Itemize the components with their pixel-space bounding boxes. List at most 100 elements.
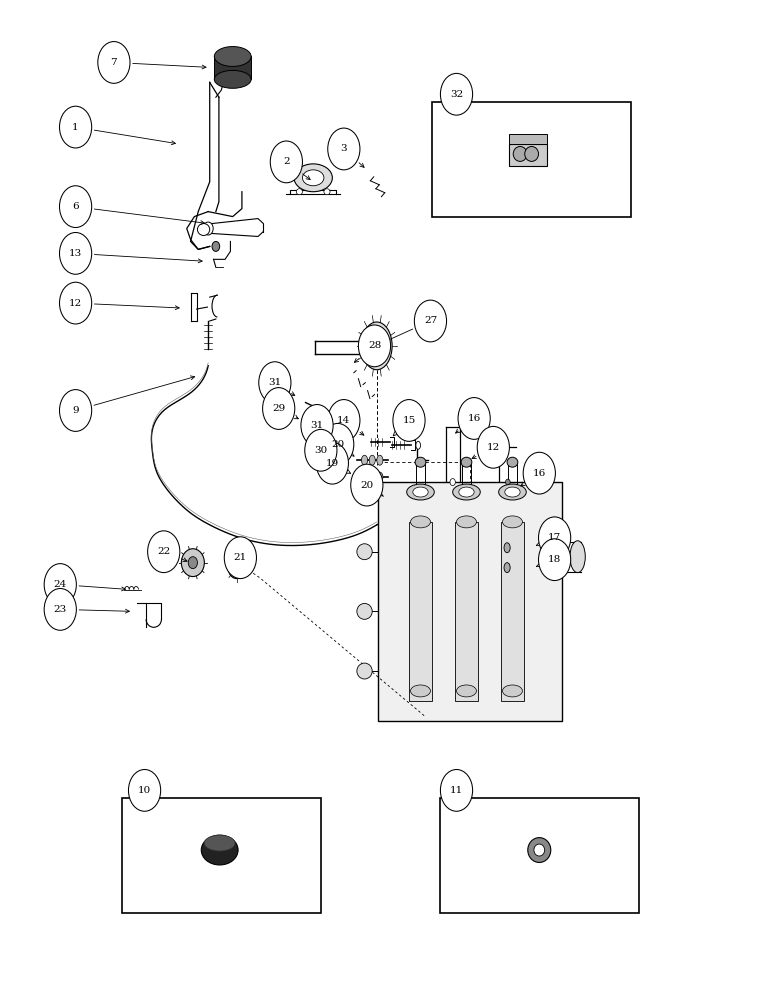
Text: 31: 31 — [310, 421, 323, 430]
Circle shape — [539, 517, 571, 559]
Text: 29: 29 — [272, 404, 286, 413]
Circle shape — [305, 429, 337, 471]
Text: 16: 16 — [468, 414, 481, 423]
Text: 28: 28 — [368, 341, 381, 350]
Ellipse shape — [407, 484, 435, 500]
Circle shape — [393, 400, 425, 441]
Text: 32: 32 — [450, 90, 463, 99]
Ellipse shape — [377, 455, 383, 465]
Circle shape — [225, 537, 256, 579]
Ellipse shape — [506, 479, 510, 485]
Text: 21: 21 — [234, 553, 247, 562]
Bar — [432, 102, 631, 217]
Ellipse shape — [324, 189, 330, 195]
Circle shape — [317, 442, 348, 484]
Text: 15: 15 — [402, 416, 415, 425]
Ellipse shape — [413, 487, 428, 497]
Ellipse shape — [505, 487, 520, 497]
Ellipse shape — [459, 487, 474, 497]
Ellipse shape — [361, 322, 392, 370]
Text: 14: 14 — [337, 416, 350, 425]
Ellipse shape — [534, 844, 545, 856]
Ellipse shape — [233, 564, 239, 572]
Ellipse shape — [335, 452, 340, 458]
Circle shape — [262, 388, 295, 429]
Ellipse shape — [499, 484, 527, 500]
Bar — [378, 482, 562, 721]
Ellipse shape — [416, 441, 421, 449]
Circle shape — [171, 559, 174, 563]
Ellipse shape — [411, 685, 431, 697]
Ellipse shape — [361, 472, 367, 482]
Circle shape — [259, 362, 291, 404]
Text: 22: 22 — [157, 547, 171, 556]
Ellipse shape — [528, 838, 550, 862]
Text: 19: 19 — [326, 459, 339, 468]
Ellipse shape — [357, 603, 372, 619]
Ellipse shape — [181, 549, 205, 577]
Ellipse shape — [513, 146, 527, 161]
Bar — [439, 798, 639, 913]
Text: 3: 3 — [340, 144, 347, 153]
Text: 16: 16 — [533, 469, 546, 478]
Circle shape — [44, 564, 76, 605]
Ellipse shape — [228, 557, 245, 579]
Ellipse shape — [198, 224, 210, 235]
Text: 20: 20 — [361, 481, 374, 490]
Circle shape — [328, 128, 360, 170]
Text: 10: 10 — [138, 786, 151, 795]
Ellipse shape — [361, 455, 367, 465]
Text: 12: 12 — [69, 299, 82, 308]
Ellipse shape — [212, 241, 220, 251]
Text: 1: 1 — [73, 123, 79, 132]
Circle shape — [440, 769, 472, 811]
Text: 24: 24 — [53, 580, 67, 589]
Circle shape — [477, 426, 510, 468]
Ellipse shape — [205, 835, 235, 851]
Text: 17: 17 — [548, 533, 561, 542]
Ellipse shape — [294, 164, 333, 192]
Ellipse shape — [188, 557, 198, 569]
Ellipse shape — [337, 422, 341, 427]
Circle shape — [147, 531, 180, 573]
Ellipse shape — [369, 472, 375, 482]
Text: 18: 18 — [548, 555, 561, 564]
Circle shape — [358, 325, 391, 367]
Circle shape — [322, 423, 354, 465]
Ellipse shape — [450, 479, 455, 486]
Circle shape — [59, 106, 92, 148]
Text: 12: 12 — [486, 443, 500, 452]
Circle shape — [458, 398, 490, 439]
Ellipse shape — [506, 486, 510, 498]
Ellipse shape — [377, 472, 383, 482]
Bar — [455, 522, 478, 701]
Circle shape — [270, 141, 303, 183]
Text: 11: 11 — [450, 786, 463, 795]
Text: 31: 31 — [268, 378, 282, 387]
Ellipse shape — [370, 335, 384, 357]
Circle shape — [174, 559, 178, 563]
Ellipse shape — [303, 170, 324, 186]
Circle shape — [168, 559, 171, 563]
Circle shape — [59, 390, 92, 431]
Circle shape — [59, 282, 92, 324]
Ellipse shape — [415, 457, 426, 467]
Circle shape — [328, 400, 360, 441]
Text: 9: 9 — [73, 406, 79, 415]
Bar — [215, 56, 251, 79]
Text: 27: 27 — [424, 316, 437, 325]
Bar — [501, 522, 524, 701]
Text: 23: 23 — [53, 605, 67, 614]
Ellipse shape — [215, 70, 251, 88]
Ellipse shape — [570, 541, 585, 573]
Circle shape — [301, 405, 333, 446]
Ellipse shape — [504, 543, 510, 553]
Ellipse shape — [456, 685, 476, 697]
Text: 13: 13 — [69, 249, 82, 258]
Text: 7: 7 — [110, 58, 117, 67]
Text: 20: 20 — [331, 440, 344, 449]
Ellipse shape — [215, 47, 251, 66]
Bar — [509, 144, 547, 166]
Ellipse shape — [320, 408, 323, 413]
Circle shape — [162, 559, 165, 563]
